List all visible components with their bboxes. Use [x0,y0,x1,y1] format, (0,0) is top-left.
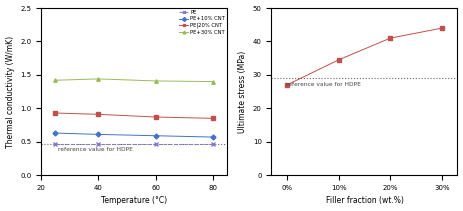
PE|20% CNT [210,117,216,120]
PE [53,142,58,145]
PE|20% CNT [53,112,58,114]
PE+10% CNT [95,133,101,136]
Line: PE+10% CNT: PE+10% CNT [54,131,214,139]
PE|20% CNT [153,116,158,118]
Text: reference value for HDPE: reference value for HDPE [286,82,361,87]
PE+10% CNT [210,136,216,138]
PE+30% CNT [210,80,216,83]
X-axis label: Temperature (°C): Temperature (°C) [101,196,167,206]
Legend: PE, PE+10% CNT, PE|20% CNT, PE+30% CNT: PE, PE+10% CNT, PE|20% CNT, PE+30% CNT [178,10,225,35]
PE+10% CNT [153,134,158,137]
PE|20% CNT [95,113,101,116]
X-axis label: Filler fraction (wt.%): Filler fraction (wt.%) [325,196,403,206]
PE [153,142,158,145]
PE+10% CNT [53,132,58,134]
PE [210,142,216,145]
Line: PE: PE [54,142,214,146]
Text: reference value for HDPE: reference value for HDPE [58,147,133,152]
PE+30% CNT [53,79,58,81]
Line: PE+30% CNT: PE+30% CNT [54,77,214,83]
PE+30% CNT [153,80,158,82]
PE+30% CNT [95,78,101,80]
Y-axis label: Ultimate stress (MPa): Ultimate stress (MPa) [238,50,247,133]
PE [95,142,101,145]
Y-axis label: Thermal conductivity (W/mK): Thermal conductivity (W/mK) [6,35,14,148]
Line: PE|20% CNT: PE|20% CNT [54,111,214,120]
